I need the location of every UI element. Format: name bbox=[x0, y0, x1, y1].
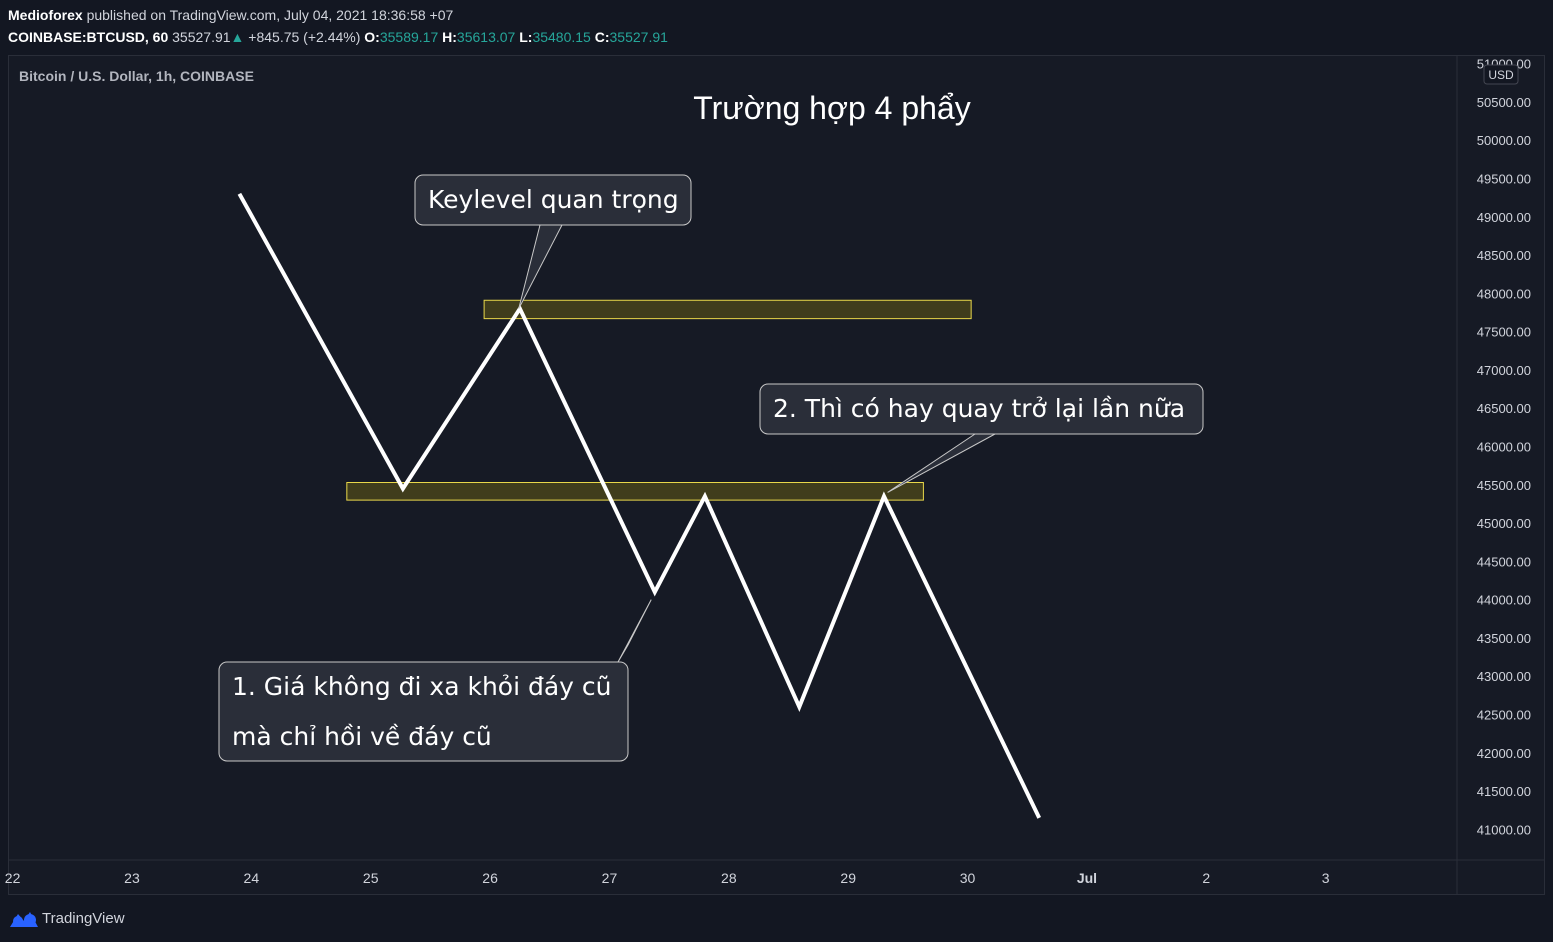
y-tick-label: 48000.00 bbox=[1477, 286, 1531, 301]
callout-text: Keylevel quan trọng bbox=[428, 185, 679, 214]
instrument-label: Bitcoin / U.S. Dollar, 1h, COINBASE bbox=[19, 68, 254, 84]
callout-1[interactable]: Keylevel quan trọng bbox=[414, 174, 692, 309]
y-tick-label: 49500.00 bbox=[1477, 172, 1531, 187]
tradingview-brand[interactable]: TradingView bbox=[42, 910, 125, 927]
price-path-line[interactable] bbox=[237, 192, 1042, 819]
x-tick-label: 26 bbox=[482, 870, 498, 886]
x-tick-label: 3 bbox=[1322, 870, 1330, 886]
callout-2[interactable]: 2. Thì có hay quay trở lại lần nữa bbox=[759, 383, 1204, 493]
publish-text: published on TradingView.com, July 04, 2… bbox=[82, 7, 454, 23]
open-label: O: bbox=[364, 29, 380, 45]
y-tick-label: 50500.00 bbox=[1477, 95, 1531, 110]
y-tick-label: 41000.00 bbox=[1477, 822, 1531, 837]
callout-box bbox=[218, 661, 629, 762]
key-level-zone-1[interactable] bbox=[346, 482, 924, 501]
callout-3[interactable]: 1. Giá không đi xa khỏi đáy cũ mà chỉ hồi… bbox=[218, 599, 652, 762]
low-value: 35480.15 bbox=[532, 29, 591, 45]
y-tick-label: 45000.00 bbox=[1477, 516, 1531, 531]
currency-badge[interactable] bbox=[1483, 64, 1519, 85]
publish-header: Medioforex published on TradingView.com,… bbox=[0, 0, 1553, 55]
up-arrow-icon: ▲ bbox=[230, 29, 245, 45]
y-tick-label: 46000.00 bbox=[1477, 440, 1531, 455]
callout-pointer bbox=[617, 599, 652, 663]
last-price: 35527.91 bbox=[172, 29, 231, 45]
y-tick-label: 47000.00 bbox=[1477, 363, 1531, 378]
callout-pointer bbox=[518, 224, 563, 309]
currency-label: USD bbox=[1488, 68, 1514, 82]
callout-pointer bbox=[887, 433, 996, 493]
y-tick-label: 42500.00 bbox=[1477, 708, 1531, 723]
y-tick-label: 49000.00 bbox=[1477, 210, 1531, 225]
symbol-label: COINBASE:BTCUSD, 60 bbox=[8, 29, 169, 45]
callout-text: 2. Thì có hay quay trở lại lần nữa bbox=[773, 394, 1185, 423]
y-tick-label: 43000.00 bbox=[1477, 669, 1531, 684]
y-tick-label: 41500.00 bbox=[1477, 784, 1531, 799]
y-tick-label: 46500.00 bbox=[1477, 401, 1531, 416]
open-value: 35589.17 bbox=[379, 29, 439, 45]
y-tick-label: 44500.00 bbox=[1477, 554, 1531, 569]
x-tick-label: 29 bbox=[840, 870, 856, 886]
x-tick-label: 23 bbox=[124, 870, 140, 886]
low-label: L: bbox=[519, 29, 533, 45]
price-change: +845.75 (+2.44%) bbox=[248, 29, 361, 45]
x-tick-label: 2 bbox=[1202, 870, 1210, 886]
y-tick-label: 48500.00 bbox=[1477, 248, 1531, 263]
x-tick-label: 27 bbox=[602, 870, 618, 886]
callout-box bbox=[414, 174, 692, 226]
x-tick-label: Jul bbox=[1077, 870, 1097, 886]
tradingview-logo-icon[interactable] bbox=[8, 909, 40, 929]
x-tick-label: 22 bbox=[5, 870, 21, 886]
callout-box bbox=[759, 383, 1204, 435]
y-tick-label: 45500.00 bbox=[1477, 478, 1531, 493]
x-tick-label: 28 bbox=[721, 870, 737, 886]
high-value: 35613.07 bbox=[456, 29, 516, 45]
close-label: C: bbox=[594, 29, 610, 45]
y-tick-label: 47500.00 bbox=[1477, 325, 1531, 340]
y-tick-label: 43500.00 bbox=[1477, 631, 1531, 646]
x-tick-label: 24 bbox=[244, 870, 260, 886]
x-tick-label: 30 bbox=[960, 870, 976, 886]
footer bbox=[0, 895, 1553, 942]
chart-title: Trường hợp 4 phẩy bbox=[693, 90, 970, 126]
close-value: 35527.91 bbox=[609, 29, 668, 45]
callout-text: 1. Giá không đi xa khỏi đáy cũ bbox=[232, 672, 612, 701]
callout-text: mà chỉ hồi về đáy cũ bbox=[232, 722, 492, 751]
key-level-zone-2[interactable] bbox=[483, 299, 972, 320]
author-name[interactable]: Medioforex bbox=[8, 7, 83, 23]
y-tick-label: 42000.00 bbox=[1477, 746, 1531, 761]
y-tick-label: 44000.00 bbox=[1477, 593, 1531, 608]
y-tick-label: 50000.00 bbox=[1477, 133, 1531, 148]
high-label: H: bbox=[442, 29, 457, 45]
x-tick-label: 25 bbox=[363, 870, 379, 886]
ohlc-legend: COINBASE:BTCUSD, 60 35527.91▲ +845.75 (+… bbox=[8, 29, 668, 45]
publish-info: Medioforex published on TradingView.com,… bbox=[8, 7, 453, 23]
